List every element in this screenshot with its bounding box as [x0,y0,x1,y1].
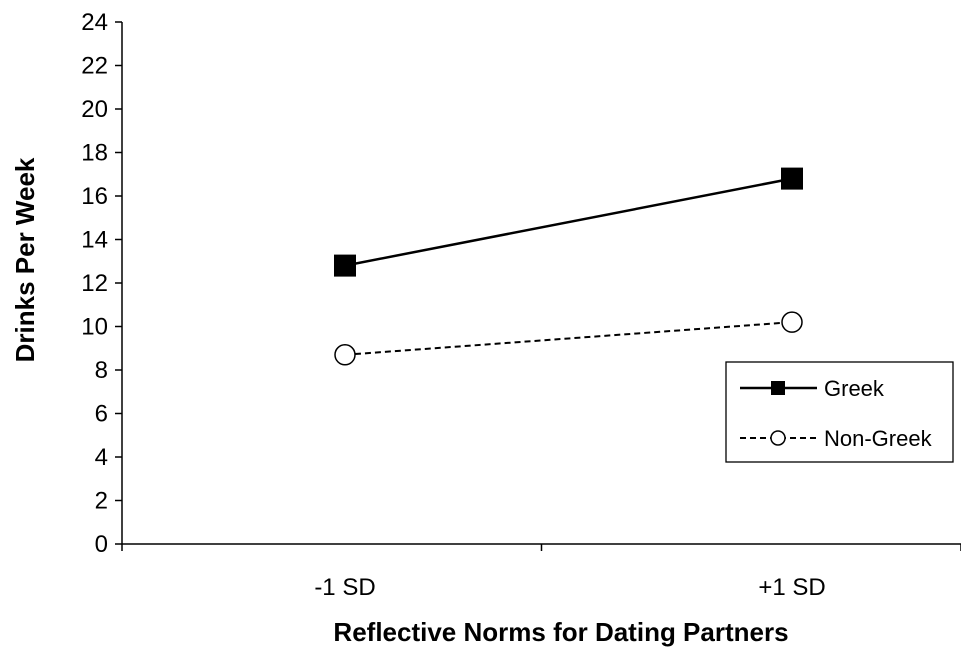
series-line [344,321,793,356]
legend-box [725,361,954,463]
x-axis: -1 SD +1 SD [121,543,961,601]
y-tick-label: 22 [81,53,108,80]
legend-label: Greek [824,376,885,401]
y-tick-label: 10 [81,314,108,341]
y-tick-label: 20 [81,96,108,123]
y-tick-label: 16 [81,183,108,210]
y-tick-label: 12 [81,270,108,297]
x-ticks: -1 SD +1 SD [121,544,961,601]
y-tick-label: 2 [95,488,108,515]
data-point [334,254,356,277]
y-tick-label: 4 [95,444,108,471]
series-non-greek [334,311,803,366]
legend-marker [771,381,785,395]
y-tick-label: 18 [81,140,108,167]
data-point [334,344,356,366]
legend-items: Greek Non-Greek [740,376,933,451]
series-greek [334,167,803,277]
y-tick-label: 14 [81,227,108,254]
x-tick-label: -1 SD [314,574,375,601]
series-group [334,167,803,366]
y-axis-title: Drinks Per Week [10,157,40,362]
legend-label: Non-Greek [824,426,933,451]
y-tick-label: 8 [95,357,108,384]
data-point [781,167,803,190]
legend: Greek Non-Greek [725,361,954,463]
legend-marker [770,430,786,446]
x-axis-title: Reflective Norms for Dating Partners [333,617,788,647]
y-tick-label: 0 [95,531,108,558]
data-point [781,311,803,333]
x-tick-label: +1 SD [758,574,825,601]
y-tick-label: 24 [81,9,108,36]
y-tick-label: 6 [95,401,108,428]
series-line [344,177,793,267]
